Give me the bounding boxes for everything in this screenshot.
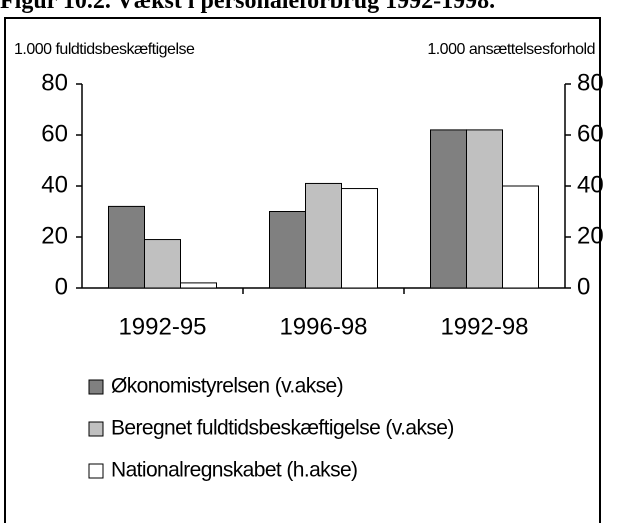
legend-swatch [88,421,104,437]
y-tick-label: 60 [41,120,68,147]
bar [108,205,145,289]
x-tick-label: 1992-95 [118,313,206,340]
y2-tick-label: 40 [577,171,604,198]
bar [269,211,306,289]
x-tick-label: 1996-98 [279,313,367,340]
bar [466,129,503,289]
y-tick-label: 0 [55,273,68,300]
y-tick-label: 20 [41,222,68,249]
legend-label: Beregnet fuldtidsbeskæftigelse (v.akse) [111,417,454,440]
legend-swatch [88,379,104,395]
bar [144,239,181,289]
y2-tick-label: 0 [577,273,590,300]
legend-label: Økonomistyrelsen (v.akse) [111,375,343,398]
bar [341,188,378,289]
y-tick-label: 80 [41,69,68,96]
legend-label: Nationalregnskabet (h.akse) [111,459,357,482]
legend-swatch [88,463,104,479]
bar [502,185,539,289]
y-axis-label: 1.000 fuldtidsbeskæftigelse [14,41,195,58]
y-tick-label: 40 [41,171,68,198]
bar [180,282,217,289]
y2-tick-label: 20 [577,222,604,249]
chart-title: Figur 10.2. Vækst i personaleforbrug 199… [0,0,495,14]
y2-tick-label: 60 [577,120,604,147]
bar [305,182,342,289]
y2-tick-label: 80 [577,69,604,96]
bar [430,129,467,289]
y2-axis-label: 1.000 ansættelsesforhold [427,41,595,58]
x-tick-label: 1992-98 [440,313,528,340]
